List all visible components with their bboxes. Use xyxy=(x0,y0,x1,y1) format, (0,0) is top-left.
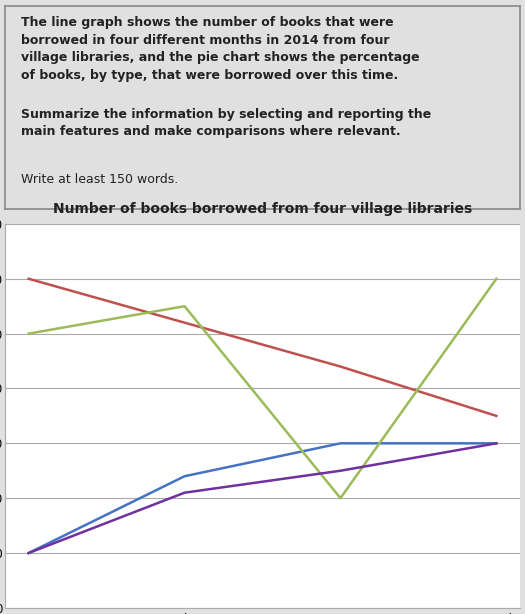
Title: Number of books borrowed from four village libraries: Number of books borrowed from four villa… xyxy=(53,202,472,216)
Text: The line graph shows the number of books that were
borrowed in four different mo: The line graph shows the number of books… xyxy=(20,17,419,82)
Text: Write at least 150 words.: Write at least 150 words. xyxy=(20,173,178,185)
Text: Summarize the information by selecting and reporting the
main features and make : Summarize the information by selecting a… xyxy=(20,107,431,138)
